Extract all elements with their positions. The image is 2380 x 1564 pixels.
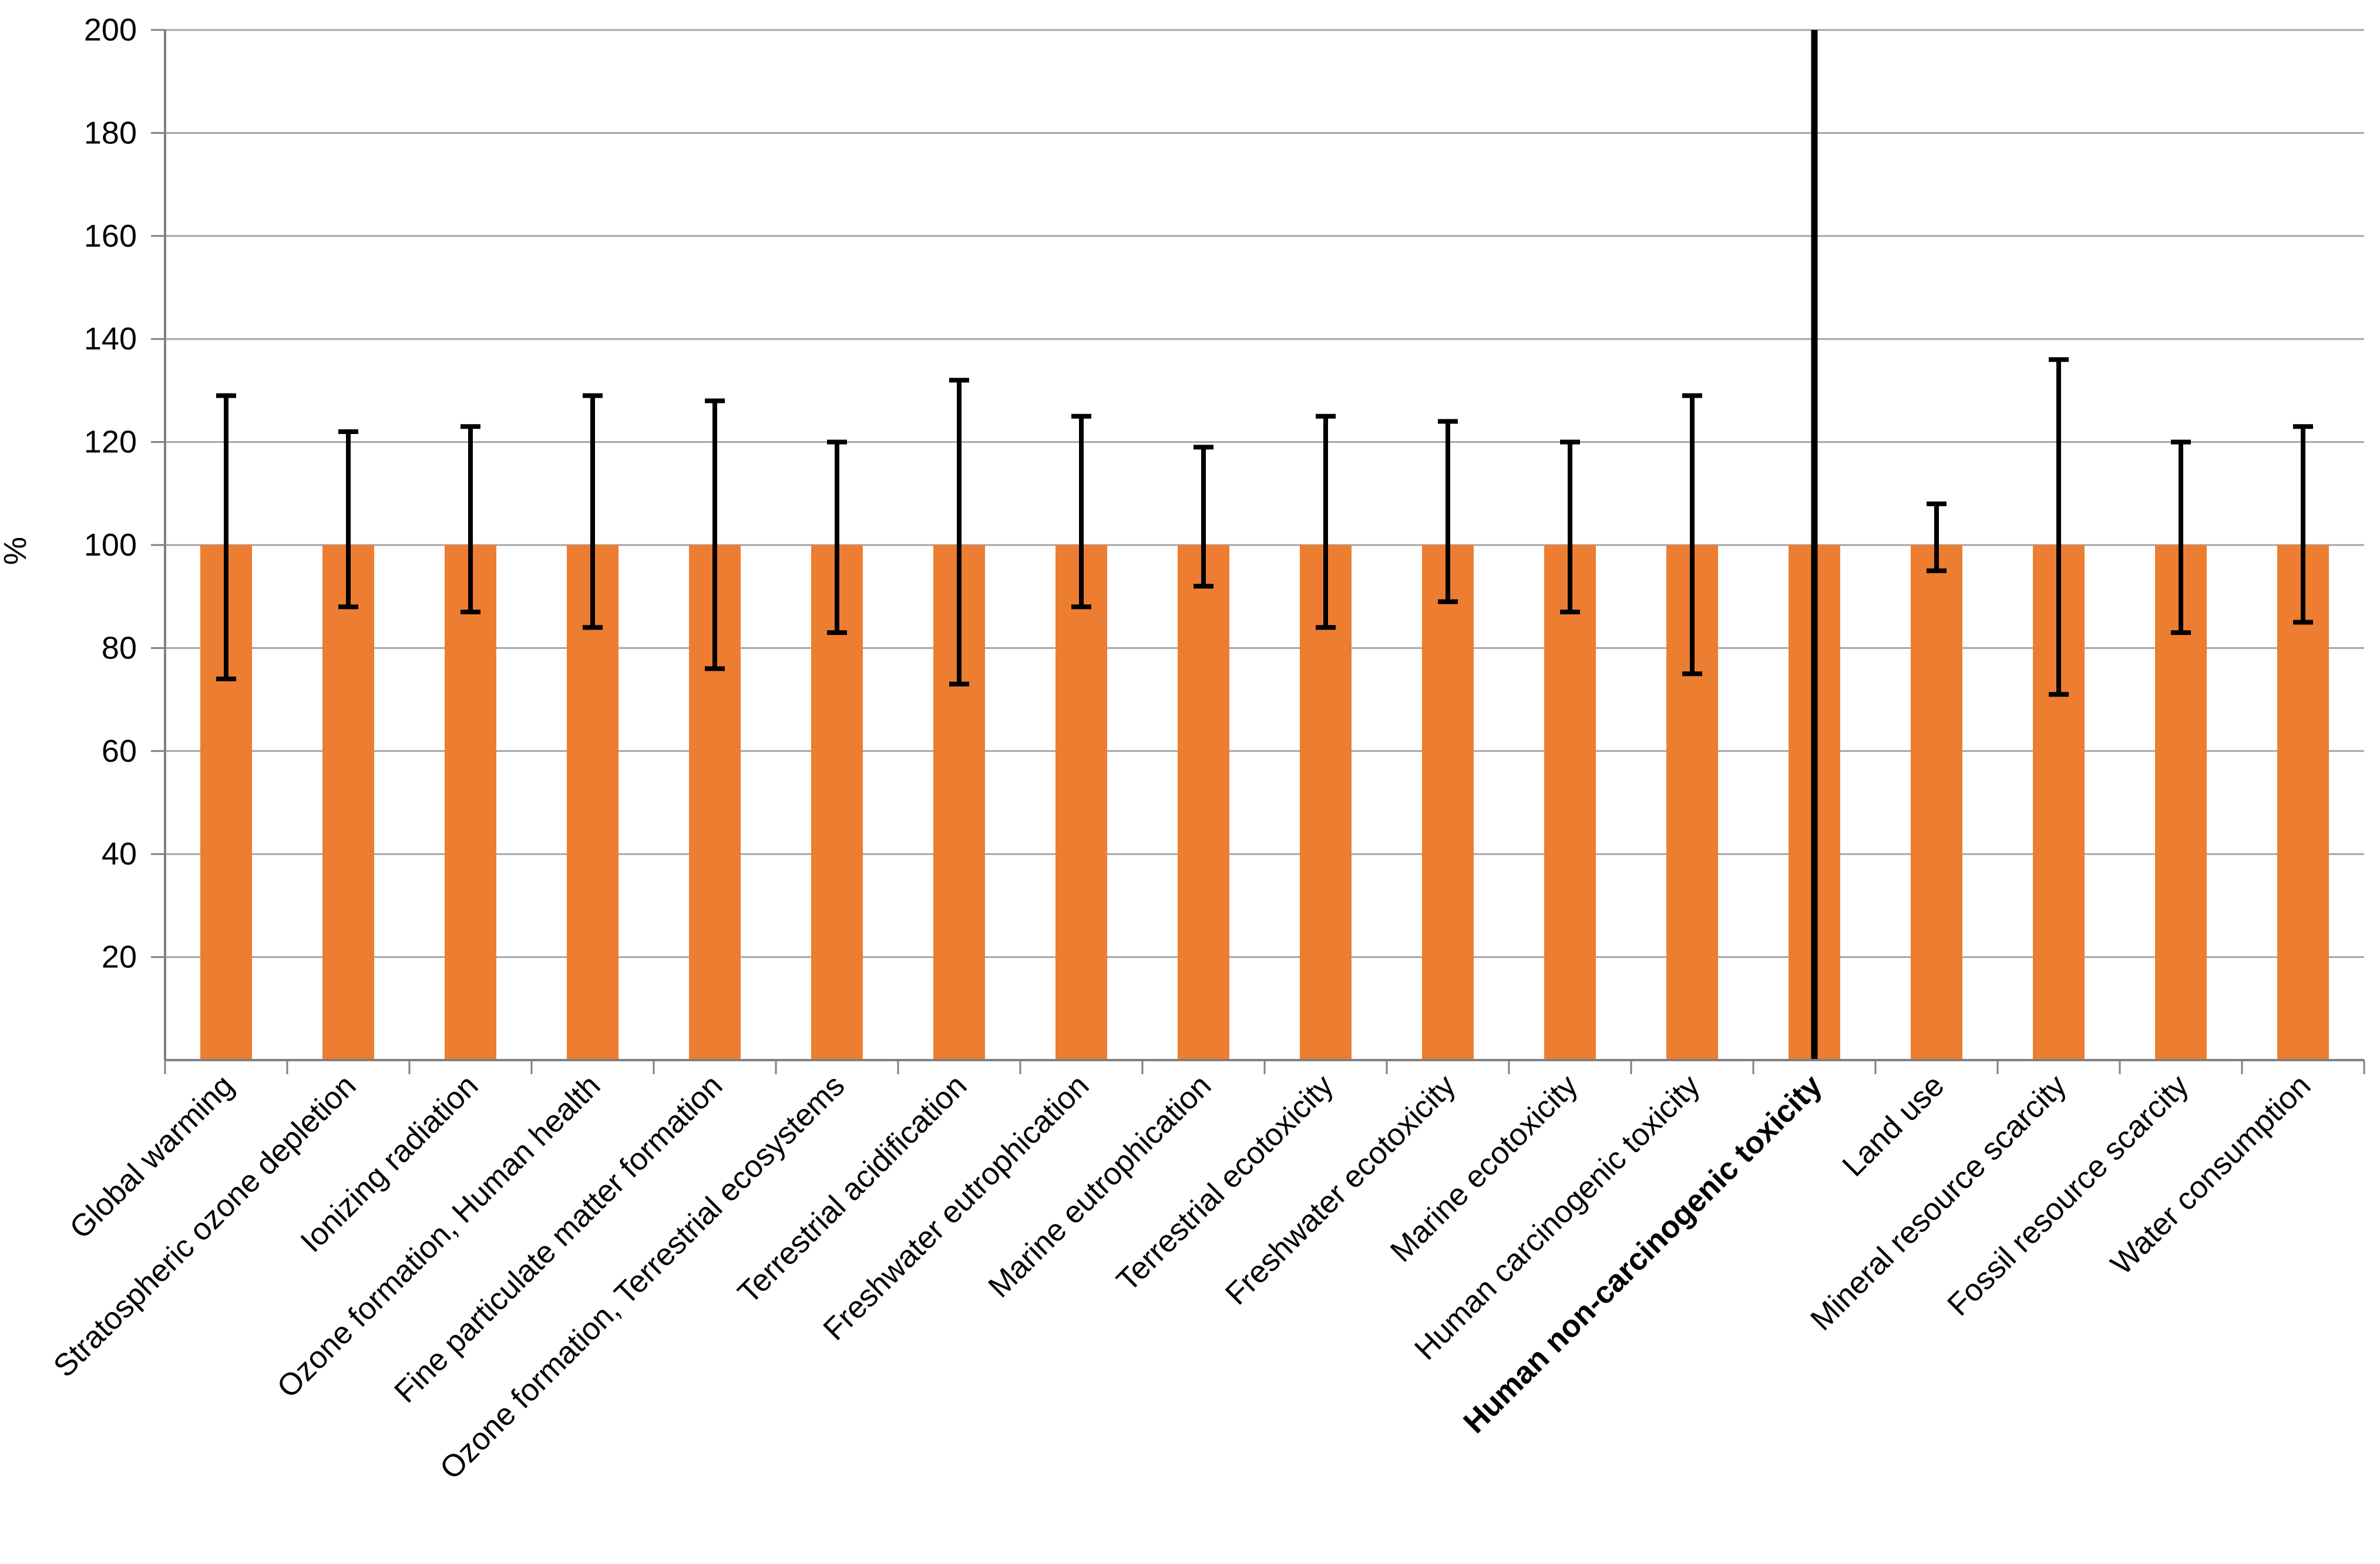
- y-tick-label: 180: [84, 115, 137, 150]
- y-tick-label: 20: [102, 940, 137, 975]
- category-label: Terrestrial acidification: [731, 1068, 973, 1310]
- bar: [1544, 545, 1596, 1060]
- y-tick-label: 160: [84, 218, 137, 254]
- bar: [1911, 545, 1962, 1060]
- y-tick-label: 100: [84, 527, 137, 563]
- y-tick-label: 60: [102, 734, 137, 769]
- bar: [1300, 545, 1352, 1060]
- bar: [322, 545, 374, 1060]
- category-label: Fossil resource scarcity: [1941, 1068, 2196, 1323]
- category-label: Marine eutrophication: [981, 1068, 1218, 1304]
- category-label: Freshwater ecotoxicity: [1219, 1068, 1463, 1311]
- category-label: Terrestrial ecotoxicity: [1110, 1068, 1340, 1298]
- bar: [1055, 545, 1107, 1060]
- y-tick-label: 140: [84, 321, 137, 356]
- bar: [1422, 545, 1474, 1060]
- y-tick-label: 80: [102, 630, 137, 665]
- category-label: Water consumption: [2104, 1068, 2317, 1282]
- y-axis-title: %: [0, 537, 33, 565]
- gridlines-layer: [165, 29, 2364, 958]
- y-tick-label: 200: [84, 12, 137, 48]
- bar: [445, 545, 496, 1060]
- y-tick-label: 40: [102, 836, 137, 872]
- category-label: Land use: [1836, 1068, 1951, 1183]
- bar: [567, 545, 618, 1060]
- bar: [2277, 545, 2329, 1060]
- category-label: Mineral resource scarcity: [1804, 1068, 2073, 1337]
- error-bars-layer: [216, 30, 2313, 1060]
- bars-layer: [200, 545, 2329, 1060]
- axes-layer: [151, 29, 2365, 1074]
- bar: [1178, 545, 1229, 1060]
- y-tick-label: 120: [84, 425, 137, 460]
